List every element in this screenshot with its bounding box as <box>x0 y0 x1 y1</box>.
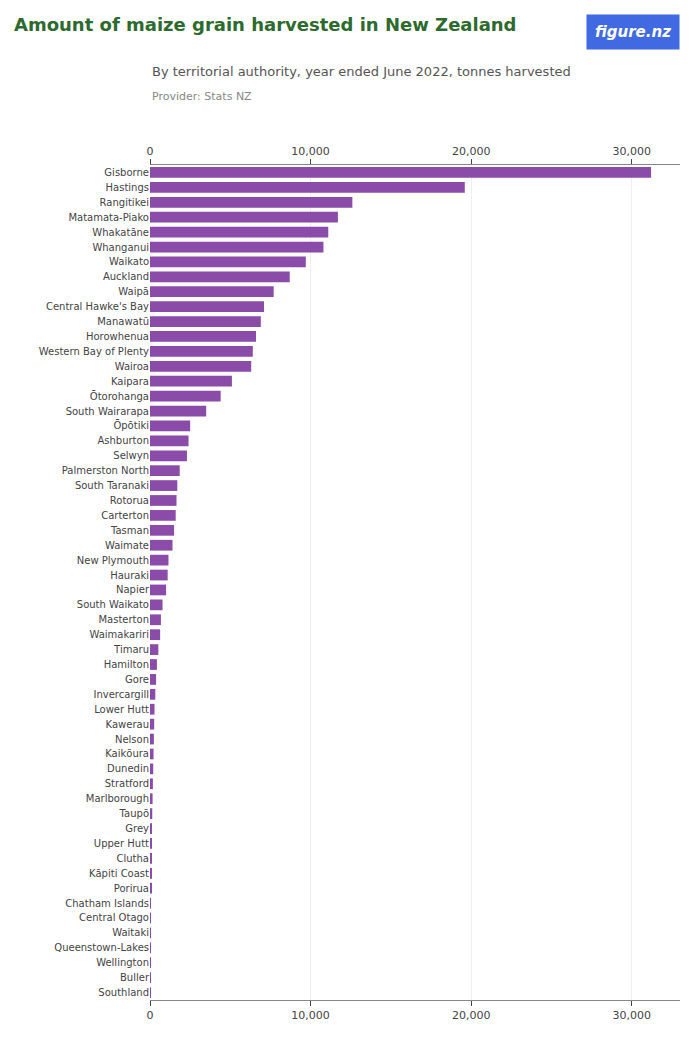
svg-text:0: 0 <box>147 1009 154 1022</box>
svg-text:Porirua: Porirua <box>114 883 149 894</box>
svg-text:Queenstown-Lakes: Queenstown-Lakes <box>54 942 149 953</box>
svg-text:30,000: 30,000 <box>613 1009 652 1022</box>
svg-text:Horowhenua: Horowhenua <box>86 331 149 342</box>
svg-text:20,000: 20,000 <box>452 1009 491 1022</box>
svg-text:Waipā: Waipā <box>118 286 149 297</box>
svg-text:Buller: Buller <box>120 972 150 983</box>
svg-text:Central Hawke's Bay: Central Hawke's Bay <box>46 301 149 312</box>
svg-text:Palmerston North: Palmerston North <box>62 465 149 476</box>
svg-text:South Taranaki: South Taranaki <box>75 480 149 491</box>
svg-text:Whanganui: Whanganui <box>92 242 149 253</box>
svg-text:Tasman: Tasman <box>110 525 149 536</box>
svg-text:Marlborough: Marlborough <box>86 793 149 804</box>
svg-text:Chatham Islands: Chatham Islands <box>65 898 149 909</box>
svg-text:Waimate: Waimate <box>105 540 149 551</box>
svg-text:Whakatāne: Whakatāne <box>92 227 149 238</box>
svg-text:0: 0 <box>147 145 154 158</box>
svg-text:New Plymouth: New Plymouth <box>77 555 149 566</box>
svg-text:Ashburton: Ashburton <box>97 435 149 446</box>
svg-text:20,000: 20,000 <box>452 145 491 158</box>
svg-text:figure.nz: figure.nz <box>595 23 671 41</box>
svg-text:Invercargill: Invercargill <box>94 689 150 700</box>
svg-text:Grey: Grey <box>125 823 149 834</box>
svg-text:Hastings: Hastings <box>106 182 149 193</box>
svg-text:Carterton: Carterton <box>101 510 149 521</box>
svg-text:Rangitikei: Rangitikei <box>100 197 149 208</box>
svg-text:Lower Hutt: Lower Hutt <box>94 704 149 715</box>
svg-text:Taupō: Taupō <box>119 808 149 819</box>
svg-text:Wellington: Wellington <box>96 957 149 968</box>
svg-text:Waimakariri: Waimakariri <box>89 629 149 640</box>
svg-text:Dunedin: Dunedin <box>107 763 149 774</box>
svg-text:Ōpōtiki: Ōpōtiki <box>113 419 149 431</box>
svg-text:Wairoa: Wairoa <box>115 361 149 372</box>
svg-text:Stratford: Stratford <box>105 778 149 789</box>
svg-text:By territorial authority, year: By territorial authority, year ended Jun… <box>152 64 571 79</box>
svg-text:Napier: Napier <box>116 584 150 595</box>
svg-text:Central Otago: Central Otago <box>79 912 149 923</box>
svg-text:Kaipara: Kaipara <box>111 376 149 387</box>
svg-text:Kāpiti Coast: Kāpiti Coast <box>89 868 149 879</box>
svg-text:Hauraki: Hauraki <box>110 570 149 581</box>
svg-text:Hamilton: Hamilton <box>104 659 149 670</box>
svg-text:Masterton: Masterton <box>98 614 149 625</box>
svg-text:Manawatū: Manawatū <box>97 316 149 327</box>
svg-text:Selwyn: Selwyn <box>113 450 149 461</box>
svg-text:Upper Hutt: Upper Hutt <box>94 838 149 849</box>
svg-text:10,000: 10,000 <box>291 1009 330 1022</box>
svg-text:South Wairarapa: South Wairarapa <box>66 406 149 417</box>
svg-text:Matamata-Piako: Matamata-Piako <box>68 212 149 223</box>
svg-text:Rotorua: Rotorua <box>110 495 149 506</box>
svg-text:Waikato: Waikato <box>109 256 149 267</box>
svg-text:Ōtorohanga: Ōtorohanga <box>90 390 149 402</box>
svg-text:Timaru: Timaru <box>113 644 149 655</box>
svg-text:Western Bay of Plenty: Western Bay of Plenty <box>39 346 149 357</box>
svg-text:Kaikōura: Kaikōura <box>105 748 149 759</box>
svg-text:Gore: Gore <box>125 674 149 685</box>
svg-text:Provider: Stats NZ: Provider: Stats NZ <box>152 90 252 103</box>
svg-text:Auckland: Auckland <box>103 271 149 282</box>
svg-text:Kawerau: Kawerau <box>106 719 149 730</box>
svg-text:10,000: 10,000 <box>291 145 330 158</box>
svg-text:Gisborne: Gisborne <box>104 167 149 178</box>
svg-text:Clutha: Clutha <box>117 853 150 864</box>
svg-text:Nelson: Nelson <box>115 734 149 745</box>
svg-text:30,000: 30,000 <box>613 145 652 158</box>
svg-text:Amount of maize grain harveste: Amount of maize grain harvested in New Z… <box>14 14 517 35</box>
svg-text:South Waikato: South Waikato <box>77 599 149 610</box>
svg-text:Southland: Southland <box>98 987 149 998</box>
svg-text:Waitaki: Waitaki <box>112 927 149 938</box>
